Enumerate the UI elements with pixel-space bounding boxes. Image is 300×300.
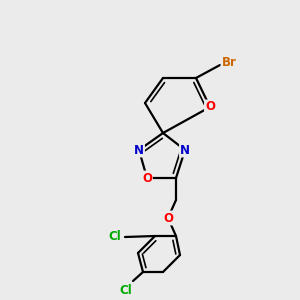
Text: Cl: Cl (109, 230, 122, 244)
Text: O: O (205, 100, 215, 113)
Text: O: O (163, 212, 173, 224)
Text: N: N (134, 143, 144, 157)
Text: Br: Br (222, 56, 236, 70)
Text: Cl: Cl (120, 284, 132, 296)
Text: N: N (180, 143, 190, 157)
Text: O: O (142, 172, 152, 184)
